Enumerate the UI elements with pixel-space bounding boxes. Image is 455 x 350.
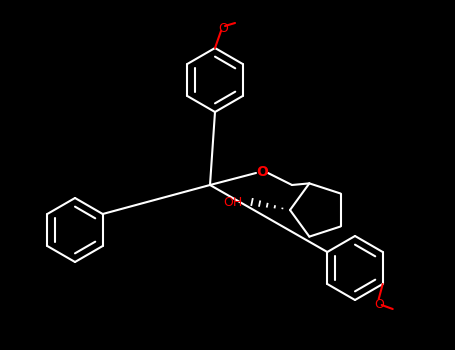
Text: OH: OH (223, 196, 242, 209)
Text: O: O (256, 165, 268, 179)
Text: O: O (374, 298, 384, 310)
Text: O: O (218, 22, 228, 35)
